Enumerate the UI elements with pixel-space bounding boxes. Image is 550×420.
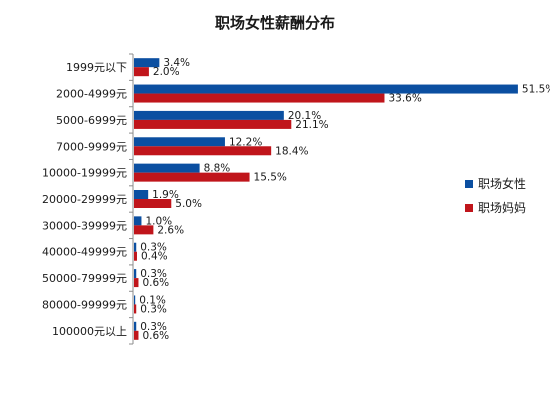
bar-women — [134, 190, 149, 199]
category-label: 50000-79999元 — [42, 272, 127, 285]
bar-mothers — [134, 225, 154, 235]
category-label: 2000-4999元 — [56, 88, 127, 101]
data-label-mothers: 0.6% — [142, 330, 169, 342]
plot-area: 1999元以下 3.4%2.0% 2000-4999元 51.5% 33.6% 5000-… — [42, 53, 550, 345]
data-label-women: 0.3% — [140, 268, 167, 280]
data-label-women: 0.3% — [140, 321, 167, 333]
legend-swatch-mothers — [465, 204, 473, 212]
bar-women — [134, 58, 160, 68]
data-label-mothers: 2.0% — [153, 66, 180, 78]
legend-label-mothers: 职场妈妈 — [478, 201, 526, 215]
data-label-mothers: 15.5% — [254, 172, 287, 184]
data-label-women: 3.4% — [163, 57, 190, 69]
bar-mothers — [134, 330, 139, 340]
bar-women — [134, 216, 142, 226]
data-label-mothers: 0.6% — [142, 277, 169, 289]
bar-mothers — [134, 304, 137, 314]
bar-mothers — [134, 93, 385, 103]
legend-swatch-women — [465, 180, 473, 188]
category-label: 7000-9999元 — [56, 140, 127, 153]
bar-women — [134, 321, 137, 331]
bar-mothers — [134, 67, 149, 77]
legend-label-women: 职场女性 — [478, 176, 526, 191]
category-label: 40000-49999元 — [42, 246, 127, 259]
bar-mothers — [134, 119, 292, 129]
data-label-women: 0.1% — [139, 294, 166, 306]
data-label-mothers: 0.3% — [140, 303, 167, 315]
data-label-women: 8.8% — [204, 163, 231, 175]
bar-women — [134, 295, 136, 305]
bar-women — [134, 137, 225, 147]
data-label-women: 1.9% — [152, 189, 179, 201]
data-label-mothers: 2.6% — [157, 224, 184, 236]
bar-mothers — [134, 251, 137, 261]
bar-mothers — [134, 146, 272, 156]
category-label: 100000元以上 — [52, 325, 127, 338]
chart-title: 职场女性薪酬分布 — [215, 14, 335, 32]
data-label-women: 20.1% — [288, 110, 321, 122]
data-label-women: 12.2% — [229, 136, 262, 148]
bar-mothers — [134, 278, 139, 288]
data-label-mothers: 5.0% — [175, 198, 202, 210]
category-label: 20000-29999元 — [42, 193, 127, 206]
bar-women — [134, 84, 518, 94]
bar-women — [134, 269, 137, 279]
category-label: 5000-6999元 — [56, 114, 127, 127]
data-label-mothers: 0.4% — [141, 251, 168, 263]
data-label-women: 51.5% — [522, 84, 550, 96]
bar-women — [134, 163, 200, 173]
data-label-women: 0.3% — [140, 242, 167, 254]
data-label-women: 1.0% — [145, 215, 172, 227]
bar-women — [134, 110, 284, 120]
data-label-mothers: 33.6% — [388, 93, 421, 105]
bar-women — [134, 242, 137, 252]
data-label-mothers: 21.1% — [295, 119, 328, 131]
bar-mothers — [134, 172, 250, 182]
category-label: 1999元以下 — [66, 61, 127, 74]
category-label: 80000-99999元 — [42, 298, 127, 311]
category-label: 10000-19999元 — [42, 167, 127, 180]
category-label: 30000-39999元 — [42, 219, 127, 232]
data-label-mothers: 18.4% — [275, 145, 308, 157]
bar-mothers — [134, 199, 172, 208]
